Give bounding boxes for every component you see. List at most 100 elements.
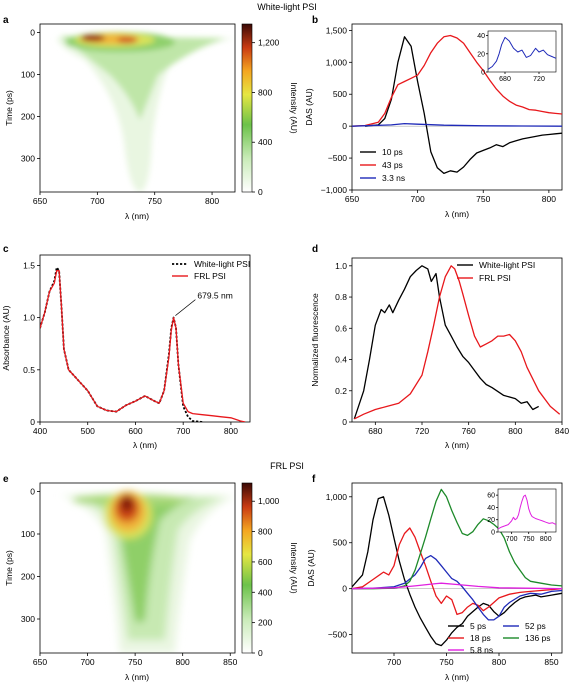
- legend-label: 5 ps: [470, 621, 486, 631]
- panel-label: e: [3, 474, 9, 485]
- y-tick-label: −500: [328, 630, 347, 640]
- plot-frame: [351, 482, 563, 654]
- y-axis-label: Absorbance (AU): [1, 305, 11, 370]
- panel-e: e Intensity (AU) λ (nm) Time (ps) 650 700…: [3, 474, 299, 682]
- x-tick-label: 750: [439, 657, 453, 667]
- y-axis-label: Normalized fluorescence: [310, 293, 320, 387]
- y-tick-label: −500: [328, 153, 347, 163]
- plot-frame: [351, 257, 563, 423]
- series-line: [353, 265, 540, 420]
- inset-y-tick-label: 40: [477, 33, 485, 40]
- panel-label: a: [3, 15, 9, 26]
- x-axis-label: λ (nm): [445, 440, 469, 450]
- legend-label: White-light PSI: [194, 259, 250, 269]
- panel-c: c λ (nm) Absorbance (AU) 400 500 600 700 800…: [1, 244, 251, 450]
- plot-frame: [351, 23, 563, 191]
- x-tick-label: 700: [411, 194, 425, 204]
- y-tick-label: 1,000: [326, 57, 348, 67]
- series-line: [487, 36, 557, 70]
- series-line: [365, 36, 562, 175]
- x-tick-label: 720: [415, 426, 429, 436]
- inset-y-tick-label: 60: [487, 493, 495, 500]
- y-axis-label: Time (ps): [4, 90, 14, 126]
- colorbar-tick-label: 400: [258, 137, 272, 147]
- panel-label: d: [312, 244, 318, 255]
- x-axis-label: λ (nm): [125, 211, 149, 221]
- x-tick-label: 800: [176, 657, 190, 667]
- x-tick-label: 800: [542, 194, 556, 204]
- y-tick-label: 0.6: [335, 323, 347, 333]
- inset-x-tick-label: 800: [540, 536, 552, 543]
- x-axis-label: λ (nm): [445, 209, 469, 219]
- y-tick-label: 1,500: [326, 25, 348, 35]
- inset-x-tick-label: 750: [523, 536, 535, 543]
- inset-x-tick-label: 680: [499, 76, 511, 83]
- x-tick-label: 800: [205, 196, 219, 206]
- plot-frame: [39, 254, 251, 423]
- series-line: [40, 270, 246, 422]
- legend-label: 43 ps: [382, 160, 403, 170]
- y-tick-label: 0: [30, 27, 35, 37]
- panel-label: b: [312, 15, 318, 26]
- annotation-leader: [175, 299, 196, 316]
- y-tick-label: 200: [21, 111, 35, 121]
- panel-a: a Intensity (AU) λ (nm) Time (ps) 650 700…: [3, 15, 299, 221]
- y-tick-label: 1,000: [326, 492, 348, 502]
- colorbar-tick-label: 1,000: [258, 496, 280, 506]
- inset-y-tick-label: 40: [487, 505, 495, 512]
- series-line: [352, 488, 562, 590]
- y-tick-label: 0.8: [335, 292, 347, 302]
- x-tick-label: 400: [33, 426, 47, 436]
- x-tick-label: 760: [462, 426, 476, 436]
- plot-frame: [39, 482, 236, 654]
- inset-frame: [487, 30, 557, 73]
- y-tick-label: 100: [21, 529, 35, 539]
- x-tick-label: 850: [223, 657, 237, 667]
- colorbar-tick-label: 400: [258, 587, 272, 597]
- y-axis-label: DAS (AU): [306, 549, 316, 586]
- x-tick-label: 700: [80, 657, 94, 667]
- inset-x-tick-label: 720: [533, 76, 545, 83]
- y-tick-label: 1.0: [23, 313, 35, 323]
- x-tick-label: 700: [387, 657, 401, 667]
- x-axis-label: λ (nm): [125, 672, 149, 682]
- colorbar: [241, 23, 253, 193]
- x-tick-label: 680: [368, 426, 382, 436]
- colorbar-tick-label: 1,200: [258, 38, 280, 48]
- series-line: [352, 527, 562, 616]
- heatmap-e-field: [60, 491, 235, 653]
- y-tick-label: 1.5: [23, 260, 35, 270]
- x-axis-label: λ (nm): [445, 672, 469, 682]
- x-tick-label: 840: [555, 426, 569, 436]
- colorbar-tick-label: 0: [258, 648, 263, 658]
- x-tick-label: 500: [81, 426, 95, 436]
- heatmap-a-field: [56, 32, 235, 192]
- colorbar-label: Intensity (AU): [289, 82, 299, 134]
- y-tick-label: 0: [342, 121, 347, 131]
- x-axis-label: λ (nm): [133, 440, 157, 450]
- series-line: [352, 34, 562, 127]
- legend-label: 52 ps: [525, 621, 546, 631]
- panel-label: c: [3, 244, 9, 255]
- x-tick-label: 750: [148, 196, 162, 206]
- y-axis-label: Time (ps): [4, 550, 14, 586]
- inset-y-tick-label: 20: [487, 517, 495, 524]
- x-tick-label: 850: [544, 657, 558, 667]
- legend-label: White-light PSI: [479, 260, 535, 270]
- y-tick-label: 0.2: [335, 386, 347, 396]
- y-tick-label: 0: [30, 487, 35, 497]
- panel-d: d λ (nm) Normalized fluorescence 680 720 7…: [310, 244, 569, 450]
- y-tick-label: −1,000: [321, 185, 348, 195]
- series-line: [354, 265, 561, 420]
- x-tick-label: 700: [90, 196, 104, 206]
- legend-label: 10 ps: [382, 147, 403, 157]
- series-line: [40, 266, 203, 422]
- y-tick-label: 0: [342, 417, 347, 427]
- panel-label: f: [312, 474, 316, 485]
- y-tick-label: 300: [21, 153, 35, 163]
- x-tick-label: 700: [176, 426, 190, 436]
- annotation-label: 679.5 nm: [197, 291, 232, 301]
- x-tick-label: 750: [476, 194, 490, 204]
- y-tick-label: 0.5: [23, 365, 35, 375]
